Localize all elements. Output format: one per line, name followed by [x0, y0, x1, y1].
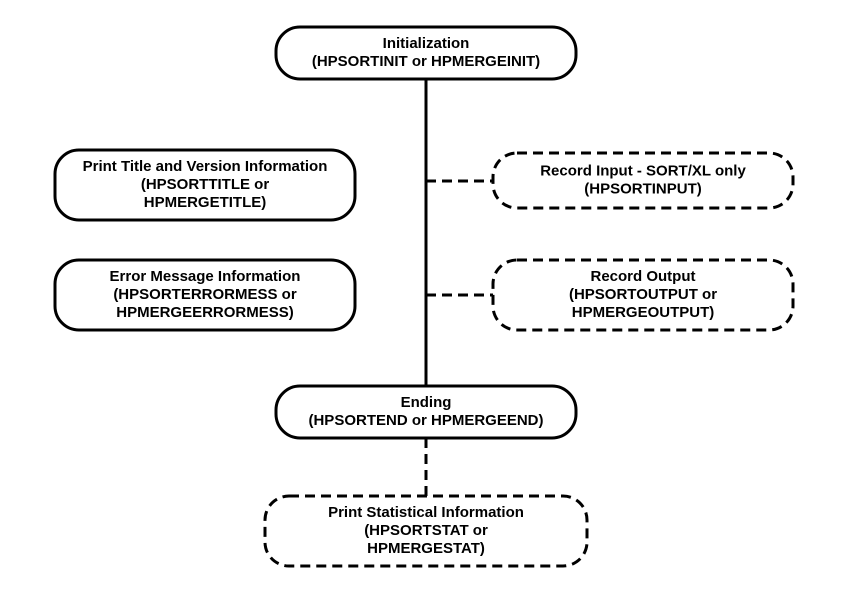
node-error-message-label: Error Message Information(HPSORTERRORMES…: [110, 268, 301, 321]
node-ending: Ending(HPSORTEND or HPMERGEEND): [276, 386, 576, 438]
node-record-output-label: Record Output(HPSORTOUTPUT orHPMERGEOUTP…: [569, 268, 717, 321]
node-record-output: Record Output(HPSORTOUTPUT orHPMERGEOUTP…: [493, 260, 793, 330]
node-error-message: Error Message Information(HPSORTERRORMES…: [55, 260, 355, 330]
flowchart: Initialization(HPSORTINIT or HPMERGEINIT…: [0, 0, 844, 594]
node-record-input: Record Input - SORT/XL only(HPSORTINPUT): [493, 153, 793, 208]
node-title-version: Print Title and Version Information(HPSO…: [55, 150, 355, 220]
node-initialization: Initialization(HPSORTINIT or HPMERGEINIT…: [276, 27, 576, 79]
node-statistical: Print Statistical Information(HPSORTSTAT…: [265, 496, 587, 566]
